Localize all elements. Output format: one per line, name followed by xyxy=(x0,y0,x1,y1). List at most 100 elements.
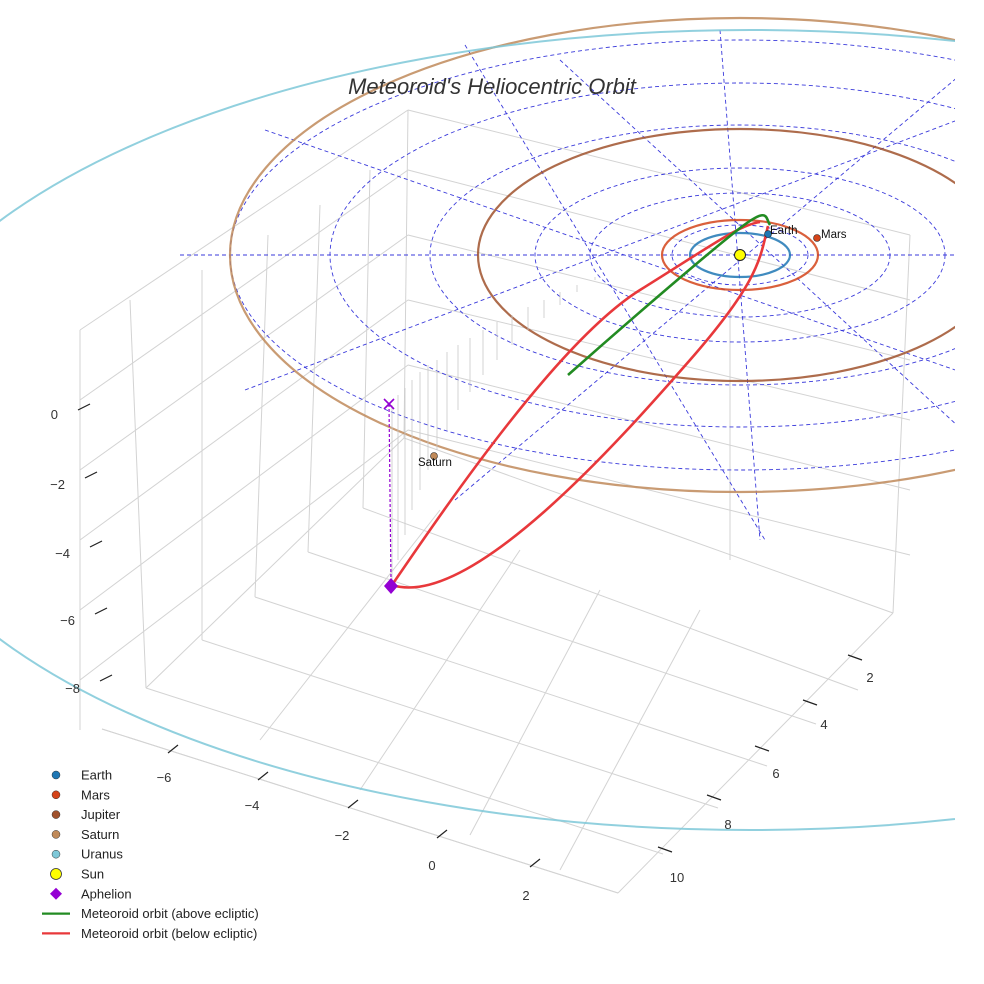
aphelion-projection-marker xyxy=(383,398,395,410)
ecliptic-grid xyxy=(180,29,955,541)
meteoroid-orbit-below-inner xyxy=(390,220,761,586)
x-tick-mark xyxy=(436,829,448,839)
ecliptic-spoke xyxy=(464,44,766,541)
earth-label: Earth xyxy=(770,225,798,237)
x-tick-mark xyxy=(529,858,541,868)
legend-item: Earth xyxy=(51,768,112,783)
legend: Earth Mars Jupiter Saturn Uranus Sun Aphelion M… xyxy=(42,768,259,941)
wall-grid-line xyxy=(79,364,409,611)
legend-swatch xyxy=(51,830,61,839)
jupiter-orbit xyxy=(476,127,955,383)
earth-marker xyxy=(764,230,772,238)
legend-item: Saturn xyxy=(51,827,119,842)
floor-grid-line xyxy=(145,687,664,855)
y-tick-mark xyxy=(706,794,722,801)
aphelion-drop-line xyxy=(388,403,392,584)
y-tick-mark xyxy=(657,846,673,853)
floor-grid-line xyxy=(403,437,894,614)
legend-swatch xyxy=(51,770,61,780)
ecliptic-spoke xyxy=(244,120,955,391)
legend-label: Saturn xyxy=(81,827,119,842)
wall-grid-line xyxy=(79,299,409,541)
sun-marker xyxy=(734,249,746,261)
ecliptic-spoke xyxy=(559,59,955,424)
legend-label: Uranus xyxy=(81,847,123,862)
meteoroid-orbit xyxy=(390,213,772,589)
wall-grid-line xyxy=(307,204,321,553)
legend-item: Meteoroid orbit (above ecliptic) xyxy=(42,906,259,921)
ecliptic-ring xyxy=(429,124,955,386)
legend-label: Jupiter xyxy=(81,807,121,822)
wall-grid-line xyxy=(129,299,147,689)
floor-grid-line xyxy=(362,507,859,691)
z-tick-label: −2 xyxy=(50,477,65,492)
x-tick-label: −2 xyxy=(335,828,350,843)
wall-grid-line xyxy=(79,234,409,471)
x-tick-label: 2 xyxy=(522,888,529,903)
markers: Earth Mars Saturn xyxy=(383,225,847,594)
legend-swatch xyxy=(51,790,61,800)
z-tick-mark xyxy=(77,403,91,411)
y-tick-label: 8 xyxy=(724,817,731,832)
floor-grid-line xyxy=(145,437,405,689)
saturn-marker xyxy=(430,452,438,460)
z-tick-mark xyxy=(84,471,98,479)
legend-item: Mars xyxy=(51,787,110,802)
earth-orbit xyxy=(688,231,792,279)
wall-grid-line xyxy=(407,109,911,236)
legend-label: Sun xyxy=(81,867,104,882)
wall-grid-line xyxy=(407,169,911,301)
y-tick-mark xyxy=(802,699,818,706)
floor-grid-line xyxy=(254,596,768,767)
wall-grid-line xyxy=(407,364,911,491)
floor-grid-line xyxy=(559,609,701,871)
legend-label: Meteoroid orbit (above ecliptic) xyxy=(81,906,259,921)
legend-label: Meteoroid orbit (below ecliptic) xyxy=(81,926,257,941)
y-tick-mark xyxy=(847,654,863,661)
legend-item: Sun xyxy=(50,867,104,882)
y-tick-label: 2 xyxy=(866,670,873,685)
saturn-label: Saturn xyxy=(418,457,452,469)
drop-lines xyxy=(388,277,596,585)
ecliptic-spoke xyxy=(264,129,955,371)
mars-label: Mars xyxy=(821,229,847,241)
floor-grid-line xyxy=(201,639,719,809)
axis-ticks: 0 −2 −4 −6 −8 −6 −4 −2 0 2 2 4 6 8 10 xyxy=(50,403,874,903)
z-tick-label: −6 xyxy=(60,613,75,628)
saturn-orbit xyxy=(229,16,955,494)
y-tick-label: 4 xyxy=(820,717,827,732)
y-tick-label: 10 xyxy=(670,870,684,885)
z-tick-mark xyxy=(99,674,113,682)
x-tick-mark xyxy=(167,744,179,754)
legend-label: Earth xyxy=(81,768,112,783)
legend-label: Aphelion xyxy=(81,886,132,901)
floor-edge xyxy=(617,612,894,894)
legend-swatch xyxy=(51,810,61,819)
wall-grid-line xyxy=(79,429,409,681)
wall-grid-line xyxy=(79,109,409,331)
legend-swatch xyxy=(50,868,62,880)
y-tick-mark xyxy=(754,745,770,752)
wall-grid-line xyxy=(407,429,911,556)
legend-item: Uranus xyxy=(51,847,123,862)
legend-item: Jupiter xyxy=(51,807,121,822)
mars-marker xyxy=(813,234,821,242)
chart-title: Meteoroid's Heliocentric Orbit xyxy=(348,74,637,99)
y-tick-label: 6 xyxy=(772,766,779,781)
wall-grid-line xyxy=(79,169,409,401)
x-tick-label: 0 xyxy=(428,858,435,873)
wall-grid-line xyxy=(254,234,269,598)
legend-swatch xyxy=(51,849,61,859)
x-tick-label: −4 xyxy=(245,798,260,813)
legend-swatch xyxy=(50,887,62,900)
z-tick-label: −4 xyxy=(55,546,70,561)
x-tick-label: −6 xyxy=(157,770,172,785)
floor-grid-line xyxy=(359,549,521,791)
wall-grid-line xyxy=(892,234,911,614)
floor-grid-line xyxy=(259,509,441,741)
legend-label: Mars xyxy=(81,787,110,802)
planet-orbits xyxy=(0,16,955,831)
aphelion-marker xyxy=(384,578,398,594)
floor-grid-line xyxy=(469,589,601,836)
